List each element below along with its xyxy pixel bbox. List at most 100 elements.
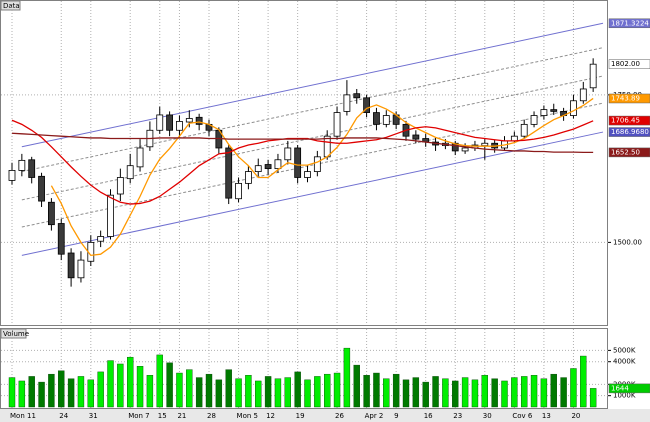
volume-bar [38, 381, 45, 408]
candle-body [343, 94, 351, 112]
volume-bar [274, 378, 282, 408]
x-tick-label: 30 [483, 412, 492, 420]
volume-bar [432, 376, 439, 408]
panel-label-box [0, 0, 21, 11]
candle-body [67, 252, 75, 279]
volume-bar [18, 380, 26, 408]
candle-body [126, 165, 134, 180]
x-tick-label: 26 [335, 412, 344, 420]
candle-body [530, 115, 538, 125]
y-tick-label: 4000K [613, 358, 636, 366]
candle-body [166, 114, 174, 131]
candle-body [481, 142, 489, 147]
candle-body [48, 201, 55, 226]
value-tag [608, 147, 650, 158]
volume-bar [255, 380, 262, 408]
candle-body [412, 134, 420, 140]
volume-bar [373, 372, 380, 408]
volume-bar [225, 369, 232, 408]
value-tag-label: 1706.45 [611, 117, 640, 125]
value-tag-label: 1644 [611, 384, 629, 392]
volume-bar [58, 370, 65, 408]
volume-bar [402, 379, 410, 408]
value-tag-label: 1871.3224 [611, 19, 649, 27]
value-tag [608, 115, 650, 126]
volume-bar [117, 363, 124, 408]
x-tick-label: 24 [59, 412, 68, 420]
candle-body [176, 121, 183, 131]
price-panel [0, 0, 608, 326]
volume-bar [530, 375, 538, 408]
moving-average-line [50, 97, 594, 257]
candle-body [57, 223, 65, 255]
volume-bar [343, 347, 351, 408]
x-tick-label: Mon 7 [128, 412, 149, 420]
candle-body [520, 123, 528, 137]
trend-line [21, 131, 604, 256]
volume-title: Volume [3, 330, 29, 338]
candle-body [579, 88, 587, 102]
volume-bar [87, 379, 95, 408]
volume-bar [481, 375, 488, 408]
volume-bar [186, 369, 193, 408]
candle-body [333, 112, 341, 137]
candle-body [274, 159, 282, 170]
volume-bar [48, 373, 55, 408]
volume-bar [412, 377, 420, 408]
candle-body [107, 194, 114, 237]
volume-bar [540, 378, 548, 408]
x-tick-label: Mon 11 [10, 412, 36, 420]
candle-body [284, 147, 292, 161]
value-tag [608, 383, 650, 394]
volume-bar [77, 376, 85, 408]
volume-bar [107, 360, 114, 408]
candle-body [225, 147, 233, 199]
volume-bar [363, 375, 370, 408]
volume-bar [461, 377, 469, 408]
x-tick-label: 23 [453, 412, 462, 420]
volume-bar [97, 371, 104, 408]
candle-body [156, 114, 164, 131]
volume-bar [146, 375, 154, 408]
value-tag-label: 1743.89 [611, 94, 640, 102]
x-tick-label: Apr 2 [365, 412, 384, 420]
candle-body [28, 159, 36, 178]
volume-bar [205, 373, 213, 408]
volume-bar [550, 373, 557, 408]
x-tick-label: Mon 5 [237, 412, 258, 420]
candle-body [136, 147, 144, 168]
candle-body [264, 164, 272, 170]
volume-bar [67, 378, 75, 408]
trend-line [21, 102, 604, 228]
trend-line [21, 22, 604, 148]
trend-line [21, 47, 604, 173]
volume-bar [166, 362, 173, 408]
value-tag [608, 127, 650, 137]
volume-bar [491, 378, 498, 408]
volume-bar [383, 378, 390, 408]
candle-body [373, 112, 380, 125]
candle-body [185, 118, 193, 123]
candle-body [8, 170, 16, 181]
candle-body [570, 100, 577, 116]
x-tick-label: 28 [207, 412, 216, 420]
volume-bar [126, 356, 134, 408]
y-tick-label: 5000K [613, 346, 636, 354]
volume-bar [28, 376, 35, 408]
volume-bar [294, 371, 301, 408]
candle-body [77, 259, 85, 279]
candle-body [540, 109, 548, 116]
value-tag [608, 59, 650, 69]
candle-body [18, 159, 26, 171]
volume-bar [333, 372, 341, 408]
candle-body [254, 165, 262, 172]
trend-line [21, 75, 604, 201]
moving-average-line [11, 132, 594, 154]
x-tick-label: 15 [158, 412, 167, 420]
volume-bar [452, 380, 459, 408]
volume-bar [442, 378, 449, 408]
panel-label-box [0, 328, 27, 339]
x-tick-label: 31 [89, 412, 98, 420]
volume-bar [392, 373, 400, 408]
x-tick-label: Cov 6 [512, 412, 533, 420]
